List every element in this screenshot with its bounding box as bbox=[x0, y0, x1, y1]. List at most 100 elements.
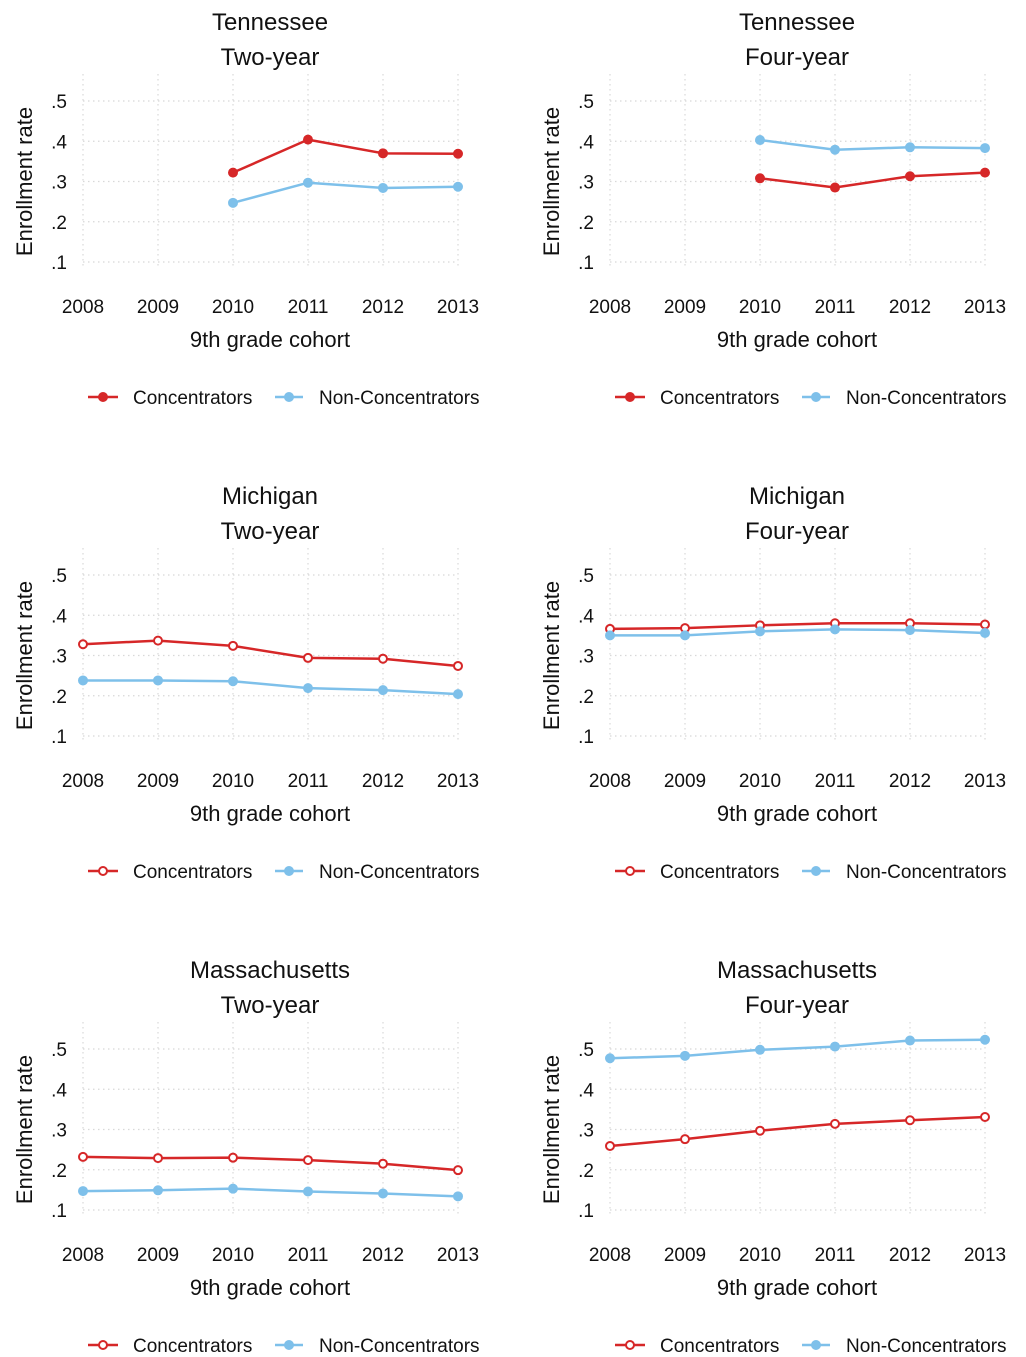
legend-swatch-marker bbox=[625, 1340, 635, 1350]
legend-swatch-marker bbox=[625, 866, 635, 876]
legend-swatch-marker bbox=[284, 1340, 294, 1350]
y-tick-label: .2 bbox=[578, 1161, 594, 1182]
chart-panel: Massachusetts Four-year .1 .2 .3 .4 .5 Enrollme… bbox=[539, 957, 1007, 1357]
series-line bbox=[609, 622, 986, 631]
x-tick-label: 2011 bbox=[288, 771, 329, 792]
series-line bbox=[83, 679, 459, 696]
y-tick-label: .2 bbox=[51, 687, 67, 708]
y-tick-label: .4 bbox=[51, 132, 67, 153]
data-point bbox=[980, 1034, 990, 1045]
y-axis-label: Enrollment rate bbox=[539, 107, 564, 256]
x-tick-label: 2011 bbox=[288, 1245, 329, 1266]
legend-item: Non-Concentrators bbox=[802, 862, 1007, 883]
data-point bbox=[303, 1186, 313, 1197]
x-tick-label: 2008 bbox=[62, 771, 104, 792]
x-tick-label: 2012 bbox=[889, 1245, 931, 1266]
x-tick-label: 2012 bbox=[362, 297, 404, 318]
series-line bbox=[82, 1155, 459, 1172]
data-point bbox=[680, 1134, 690, 1145]
data-point bbox=[378, 1188, 388, 1199]
y-tick-label: .3 bbox=[51, 1121, 67, 1142]
data-point bbox=[78, 1186, 88, 1197]
y-tick-label: .3 bbox=[578, 647, 594, 668]
legend-label: Concentrators bbox=[660, 862, 779, 883]
data-point bbox=[153, 675, 163, 686]
series-line bbox=[609, 1115, 986, 1148]
data-point bbox=[980, 1112, 990, 1123]
legend-swatch-marker bbox=[98, 1340, 108, 1350]
legend-item: Non-Concentrators bbox=[802, 388, 1007, 409]
x-tick-label: 2010 bbox=[739, 771, 781, 792]
series-line bbox=[609, 1038, 986, 1060]
legend-item: Concentrators bbox=[88, 862, 252, 883]
data-point bbox=[905, 1035, 915, 1046]
chart-title: Michigan bbox=[222, 483, 318, 510]
series-line bbox=[232, 181, 459, 205]
x-tick-label: 2011 bbox=[815, 1245, 856, 1266]
legend-item: Non-Concentrators bbox=[802, 1336, 1007, 1357]
chart-title: Michigan bbox=[749, 483, 845, 510]
y-axis-label: Enrollment rate bbox=[12, 581, 37, 730]
data-point bbox=[830, 182, 840, 193]
data-point bbox=[453, 660, 463, 671]
series-line bbox=[232, 138, 459, 174]
y-axis-label: Enrollment rate bbox=[12, 1055, 37, 1204]
legend-swatch-marker bbox=[625, 392, 635, 402]
data-point bbox=[830, 1041, 840, 1052]
x-tick-label: 2008 bbox=[589, 297, 631, 318]
y-tick-label: .3 bbox=[578, 173, 594, 194]
x-axis-label: 9th grade cohort bbox=[717, 801, 877, 826]
legend-label: Concentrators bbox=[133, 388, 252, 409]
data-point bbox=[680, 630, 690, 641]
chart-title: Tennessee bbox=[212, 9, 328, 36]
y-axis-label: Enrollment rate bbox=[12, 107, 37, 256]
data-point bbox=[303, 134, 313, 145]
data-point bbox=[755, 626, 765, 637]
x-tick-label: 2011 bbox=[288, 297, 329, 318]
y-tick-label: .5 bbox=[578, 92, 594, 113]
data-point bbox=[153, 1153, 163, 1164]
chart-panel: Massachusetts Two-year .1 .2 .3 .4 .5 Enrollmen… bbox=[12, 957, 480, 1357]
y-tick-label: .5 bbox=[51, 92, 67, 113]
legend-item: Concentrators bbox=[615, 1336, 779, 1357]
legend-label: Non-Concentrators bbox=[319, 388, 480, 409]
y-tick-label: .1 bbox=[51, 1201, 67, 1222]
y-tick-label: .2 bbox=[578, 687, 594, 708]
y-tick-label: .3 bbox=[51, 647, 67, 668]
y-tick-label: .5 bbox=[578, 1040, 594, 1061]
y-tick-label: .2 bbox=[51, 1161, 67, 1182]
x-axis-label: 9th grade cohort bbox=[190, 801, 350, 826]
data-point bbox=[980, 143, 990, 154]
legend-item: Concentrators bbox=[615, 388, 779, 409]
y-tick-label: .4 bbox=[578, 132, 594, 153]
legend-item: Non-Concentrators bbox=[275, 1336, 480, 1357]
legend-label: Non-Concentrators bbox=[319, 1336, 480, 1357]
data-point bbox=[78, 1151, 88, 1162]
x-tick-label: 2009 bbox=[664, 771, 706, 792]
x-tick-label: 2012 bbox=[362, 1245, 404, 1266]
data-point bbox=[755, 135, 765, 146]
x-tick-label: 2009 bbox=[664, 297, 706, 318]
x-tick-label: 2013 bbox=[437, 1245, 479, 1266]
x-tick-label: 2013 bbox=[964, 1245, 1006, 1266]
data-point bbox=[905, 171, 915, 182]
x-tick-label: 2008 bbox=[62, 1245, 104, 1266]
x-tick-label: 2013 bbox=[437, 771, 479, 792]
data-point bbox=[228, 167, 238, 178]
data-point bbox=[228, 640, 238, 651]
y-tick-label: .5 bbox=[578, 566, 594, 587]
data-point bbox=[905, 1115, 915, 1126]
data-point bbox=[78, 675, 88, 686]
x-tick-label: 2013 bbox=[437, 297, 479, 318]
x-tick-label: 2009 bbox=[137, 771, 179, 792]
y-tick-label: .2 bbox=[51, 213, 67, 234]
series-line bbox=[82, 1187, 459, 1198]
legend-label: Concentrators bbox=[660, 1336, 779, 1357]
data-point bbox=[228, 1152, 238, 1163]
data-point bbox=[605, 1141, 615, 1152]
data-point bbox=[228, 676, 238, 687]
legend-label: Non-Concentrators bbox=[846, 388, 1007, 409]
y-axis-label: Enrollment rate bbox=[539, 1055, 564, 1204]
data-point bbox=[980, 619, 990, 630]
x-tick-label: 2013 bbox=[964, 297, 1006, 318]
